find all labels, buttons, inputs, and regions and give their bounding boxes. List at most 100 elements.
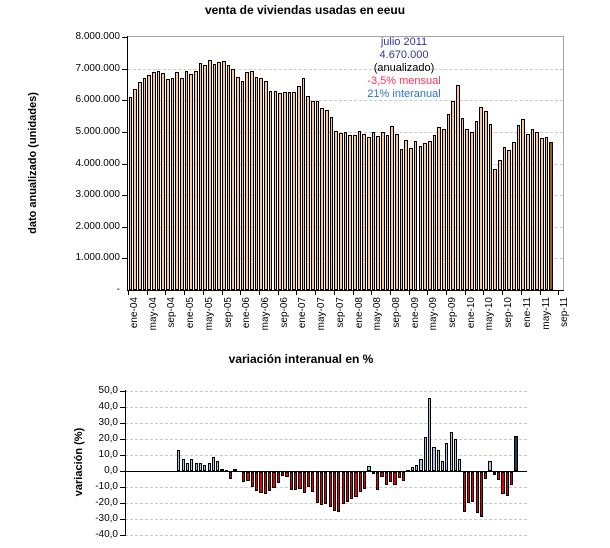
variation-bar — [497, 472, 501, 480]
sales-bar — [437, 127, 441, 290]
x-tick-label: sep-07 — [334, 297, 346, 328]
x-tick-mark — [277, 291, 279, 295]
variation-bar — [384, 472, 388, 486]
y-tick-label: 0,0 — [104, 465, 118, 476]
variation-bar — [229, 472, 233, 480]
sales-bar — [409, 148, 413, 290]
annotation-line: -3,5% mensual — [367, 75, 441, 87]
sales-bar — [287, 91, 292, 290]
y-tick-label: 5.000.000 — [75, 125, 121, 137]
x-tick-mark — [371, 291, 373, 295]
sales-bar — [451, 100, 455, 290]
x-tick-label: sep-10 — [503, 297, 515, 328]
variation-bar — [233, 469, 237, 472]
y-tick-mark — [122, 226, 127, 228]
x-tick-mark — [389, 291, 391, 295]
variation-bar — [337, 472, 341, 512]
x-tick-label: ene-04 — [129, 297, 140, 329]
sales-bar — [413, 141, 418, 290]
annotation-line: 21% interanual — [367, 88, 441, 100]
variation-bar — [402, 472, 406, 481]
variation-bar — [198, 462, 203, 471]
y-tick-label: 50,0 — [98, 385, 118, 396]
sales-bar — [179, 78, 184, 290]
x-tick-mark — [539, 291, 541, 295]
variation-bar-current-month — [514, 436, 518, 471]
variation-bar — [272, 472, 276, 489]
x-tick-label: ene-06 — [241, 297, 253, 329]
sales-bar — [236, 76, 240, 290]
sales-bar — [156, 71, 161, 290]
variation-bar — [268, 472, 272, 492]
sales-bar — [240, 81, 245, 290]
x-tick-label: may-08 — [372, 297, 384, 331]
sales-bar — [512, 141, 516, 290]
x-tick-label: ene-11 — [521, 297, 533, 328]
sales-bar — [226, 64, 231, 290]
variation-bar — [393, 472, 397, 485]
top-chart-y-axis-title: dato anualizado (unidades) — [27, 92, 39, 234]
y-tick-label: 40,0 — [98, 401, 118, 412]
variation-bar — [415, 464, 419, 471]
sales-bar — [231, 68, 236, 290]
x-tick-mark — [446, 291, 448, 295]
variation-bar — [302, 472, 306, 493]
variation-bar — [341, 472, 345, 504]
x-tick-label: sep-04 — [166, 297, 178, 328]
y-tick-mark — [120, 519, 125, 520]
sales-bar — [306, 95, 310, 290]
variation-bar — [306, 472, 311, 488]
variation-bar — [242, 472, 246, 482]
x-tick-mark — [296, 291, 298, 295]
y-tick-label: 4.000.000 — [75, 157, 121, 169]
sales-bar — [479, 106, 483, 290]
variation-bar — [190, 459, 194, 471]
sales-bar — [483, 111, 488, 290]
variation-bar — [250, 472, 254, 487]
x-tick-label: may-10 — [484, 297, 496, 331]
x-tick-mark — [464, 291, 466, 295]
variation-bar — [419, 459, 423, 471]
sales-bar — [334, 130, 338, 290]
x-tick-mark — [315, 291, 317, 295]
sales-bar — [502, 146, 507, 290]
y-tick-label: -30,0 — [95, 513, 118, 524]
plot-frame-top — [128, 36, 564, 37]
top-chart-title: venta de viviendas usadas en eeuu — [204, 3, 406, 17]
sales-bar — [208, 60, 212, 290]
bottom-chart-title: variación interanual en % — [228, 352, 374, 366]
y-tick-mark — [120, 423, 125, 424]
y-tick-label: 2.000.000 — [75, 220, 121, 232]
sales-bar — [301, 78, 306, 290]
variation-bar — [367, 466, 371, 471]
variation-bar — [224, 469, 229, 472]
sales-bar — [259, 77, 264, 290]
sales-bar — [404, 140, 409, 290]
sales-bar — [371, 132, 376, 290]
variation-bar — [246, 472, 250, 482]
sales-bar — [493, 168, 497, 290]
x-tick-label: ene-10 — [465, 297, 477, 329]
x-tick-label: may-09 — [428, 297, 440, 331]
variation-bar — [194, 463, 198, 471]
sales-bar — [469, 131, 474, 290]
y-tick-label: 3.000.000 — [75, 189, 121, 201]
variation-bar — [453, 439, 458, 471]
y-tick-label: 10,0 — [98, 449, 118, 460]
sales-bar — [516, 125, 521, 290]
sales-bar — [329, 116, 334, 290]
variation-bar — [440, 460, 445, 471]
variation-bar — [354, 472, 358, 497]
gridline — [125, 439, 527, 440]
variation-bar — [311, 472, 315, 493]
sales-bar — [282, 91, 287, 290]
sales-bar — [544, 136, 549, 290]
gridline — [125, 407, 527, 408]
variation-bar — [445, 442, 449, 471]
y-tick-label: -10,0 — [95, 481, 118, 492]
sales-bar — [250, 71, 254, 290]
sales-bar — [151, 71, 156, 290]
y-tick-mark — [120, 535, 125, 536]
variation-bar — [406, 470, 410, 473]
y-tick-mark — [120, 439, 125, 440]
